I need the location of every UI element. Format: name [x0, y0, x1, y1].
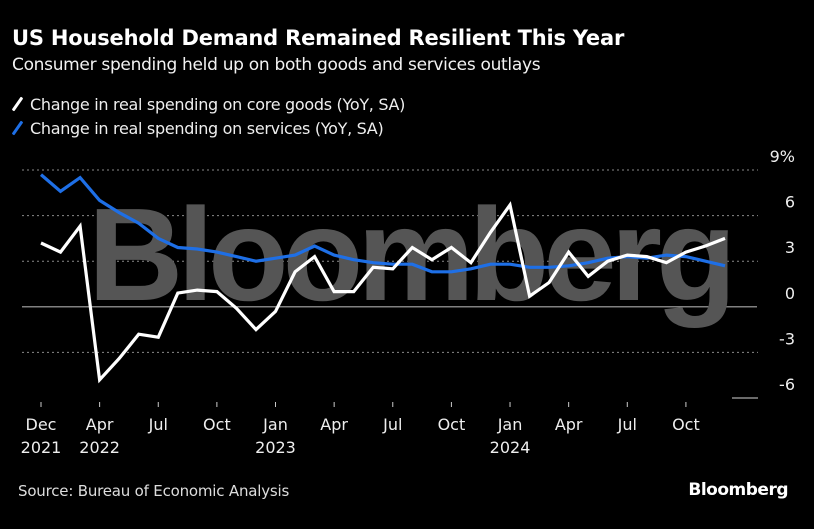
x-tick-label: Oct — [203, 415, 231, 434]
series-line-goods — [40, 201, 726, 384]
legend-label-goods: Change in real spending on core goods (Y… — [30, 94, 406, 114]
x-tick-label: Jul — [148, 415, 168, 434]
bloomberg-logo: Bloomberg — [688, 480, 788, 500]
x-tick-label: Jul — [382, 415, 402, 434]
x-tick-label: Oct — [672, 415, 700, 434]
x-tick-label: Jan — [262, 415, 288, 434]
x-tick-label: Apr — [86, 415, 114, 434]
y-tick-label: -6 — [779, 375, 795, 394]
y-tick-label: 0 — [785, 284, 795, 303]
x-tick-year-label: 2024 — [490, 438, 531, 457]
x-tick-year-label: 2021 — [21, 438, 62, 457]
y-tick-label: 3 — [785, 238, 795, 257]
series-line-services — [39, 173, 726, 274]
x-tick-year-label: 2022 — [79, 438, 120, 457]
series-lines — [39, 173, 726, 384]
y-tick-label: 9% — [770, 147, 795, 166]
x-tick-label: Dec — [26, 415, 57, 434]
source-note: Source: Bureau of Economic Analysis — [18, 482, 290, 500]
y-tick-label: 6 — [785, 193, 795, 212]
x-tick-year-label: 2023 — [255, 438, 296, 457]
legend-label-services: Change in real spending on services (YoY… — [30, 118, 384, 138]
x-tick-label: Oct — [438, 415, 466, 434]
y-tick-label: -3 — [779, 329, 795, 348]
x-tick-label: Jul — [617, 415, 637, 434]
chart-subtitle: Consumer spending held up on both goods … — [12, 55, 541, 75]
chart-title: US Household Demand Remained Resilient T… — [12, 26, 625, 50]
gridlines — [22, 169, 758, 399]
x-axis: Dec 2021 Apr 2022 Jul Oct Jan 2023 Apr Jul Oct Jan 2… — [21, 402, 700, 457]
legend-item-goods: Change in real spending on core goods (Y… — [12, 92, 405, 116]
x-tick-label: Apr — [555, 415, 583, 434]
y-axis-labels: -6 -3 0 3 6 9% — [770, 147, 795, 394]
legend: Change in real spending on core goods (Y… — [12, 92, 405, 140]
x-tick-label: Apr — [320, 415, 348, 434]
legend-item-services: Change in real spending on services (YoY… — [12, 116, 405, 140]
x-tick-label: Jan — [497, 415, 523, 434]
